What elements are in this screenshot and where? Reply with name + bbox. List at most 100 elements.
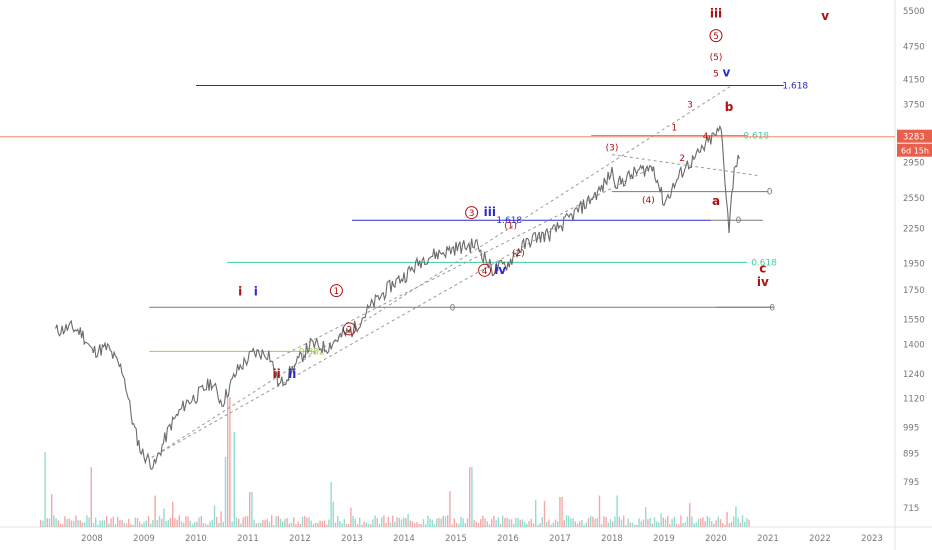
volume-bar	[152, 520, 154, 527]
volume-bar	[332, 501, 334, 527]
volume-bar	[460, 517, 462, 527]
volume-bar	[680, 515, 682, 527]
volume-bar	[662, 517, 664, 527]
volume-bar	[108, 523, 110, 527]
x-tick-label: 2018	[601, 534, 623, 544]
volume-bar	[92, 522, 95, 527]
volume-bar	[337, 515, 339, 527]
y-tick-label: 5500	[903, 7, 925, 17]
volume-bar	[513, 523, 515, 527]
volume-bar	[548, 519, 550, 527]
volume-bar	[218, 522, 220, 527]
volume-bar	[449, 491, 451, 527]
y-tick-label: 715	[903, 504, 919, 514]
x-axis: 2008 2009 2010 2011 2012 2013 2014 2015 2016 2017…	[81, 534, 883, 544]
volume-bar	[169, 517, 172, 527]
volume-bar	[119, 520, 121, 527]
y-tick-label: 2250	[903, 225, 925, 235]
volume-bar	[526, 524, 528, 527]
wave-label: 4	[482, 267, 488, 277]
volume-bar	[323, 520, 326, 527]
volume-bar	[378, 523, 381, 527]
volume-bar	[139, 521, 141, 527]
volume-bar	[455, 522, 458, 527]
volume-bar	[90, 467, 92, 527]
volume-bar	[367, 523, 370, 527]
volume-bar	[570, 518, 572, 527]
volume-bar	[557, 521, 559, 527]
volume-bar	[462, 518, 464, 527]
volume-bar	[128, 518, 130, 527]
volume-bar	[572, 518, 574, 527]
volume-bar	[233, 432, 235, 527]
volume-bar	[224, 457, 227, 527]
level-label: 1.618	[782, 82, 808, 92]
volume-bar	[605, 517, 607, 527]
wave-label: iii	[710, 7, 722, 21]
volume-bar	[691, 516, 693, 527]
volume-bar	[185, 515, 187, 527]
volume-bar	[110, 518, 112, 527]
volume-bar	[711, 521, 713, 527]
volume-bar	[733, 516, 735, 527]
volume-bar	[352, 515, 354, 527]
volume-bar	[618, 516, 620, 527]
volume-bar	[207, 524, 209, 527]
volume-bar	[629, 522, 631, 527]
volume-bar	[475, 522, 477, 527]
volume-bar	[669, 524, 671, 527]
volume-bar	[693, 523, 695, 527]
volume-bar	[161, 518, 163, 527]
volume-bar	[565, 515, 568, 527]
volume-bar	[392, 515, 394, 527]
volume-bar	[312, 523, 315, 527]
volume-bar	[656, 521, 658, 527]
volume-bar	[42, 520, 44, 527]
volume-bar	[59, 523, 62, 527]
volume-bar	[46, 518, 48, 527]
volume-bar	[143, 522, 145, 527]
wave-label: ii	[272, 367, 280, 381]
wave-label: (2)	[512, 249, 525, 259]
volume-bar	[106, 516, 108, 527]
volume-bar	[429, 518, 431, 527]
trend-line	[151, 85, 732, 458]
volume-bar	[187, 516, 189, 527]
volume-bar	[264, 520, 266, 527]
volume-bar	[746, 518, 748, 527]
volume-bar	[519, 519, 521, 527]
wave-label: 4	[703, 132, 709, 142]
volume-bar	[202, 522, 205, 527]
volume-bar	[328, 519, 330, 527]
volume-bar	[53, 515, 55, 527]
volume-bar	[554, 519, 557, 527]
volume-bar	[180, 521, 183, 527]
volume-bar	[101, 520, 103, 527]
volume-bar	[568, 515, 570, 527]
volume-bar	[112, 516, 114, 527]
volume-bar	[552, 522, 554, 527]
volume-bar	[79, 520, 81, 527]
volume-bar	[198, 517, 200, 527]
volume-bar	[592, 516, 594, 527]
wave-label: iv	[757, 275, 769, 289]
volume-bar	[134, 517, 136, 527]
volume-bar	[497, 517, 499, 527]
volume-bar	[607, 522, 609, 527]
volume-bar	[257, 522, 260, 527]
volume-bar	[284, 519, 286, 527]
volume-bar	[546, 521, 548, 527]
volume-bar	[363, 521, 365, 527]
volume-bar	[196, 521, 198, 527]
volume-bar	[176, 519, 178, 527]
volume-bar	[88, 517, 90, 527]
volume-bar	[227, 397, 229, 527]
volume-bar	[623, 515, 625, 527]
volume-bar	[484, 518, 486, 527]
volume-bar	[315, 522, 317, 527]
volume-bar	[293, 517, 295, 527]
volume-bar	[651, 524, 653, 527]
volume-bar	[609, 518, 612, 527]
